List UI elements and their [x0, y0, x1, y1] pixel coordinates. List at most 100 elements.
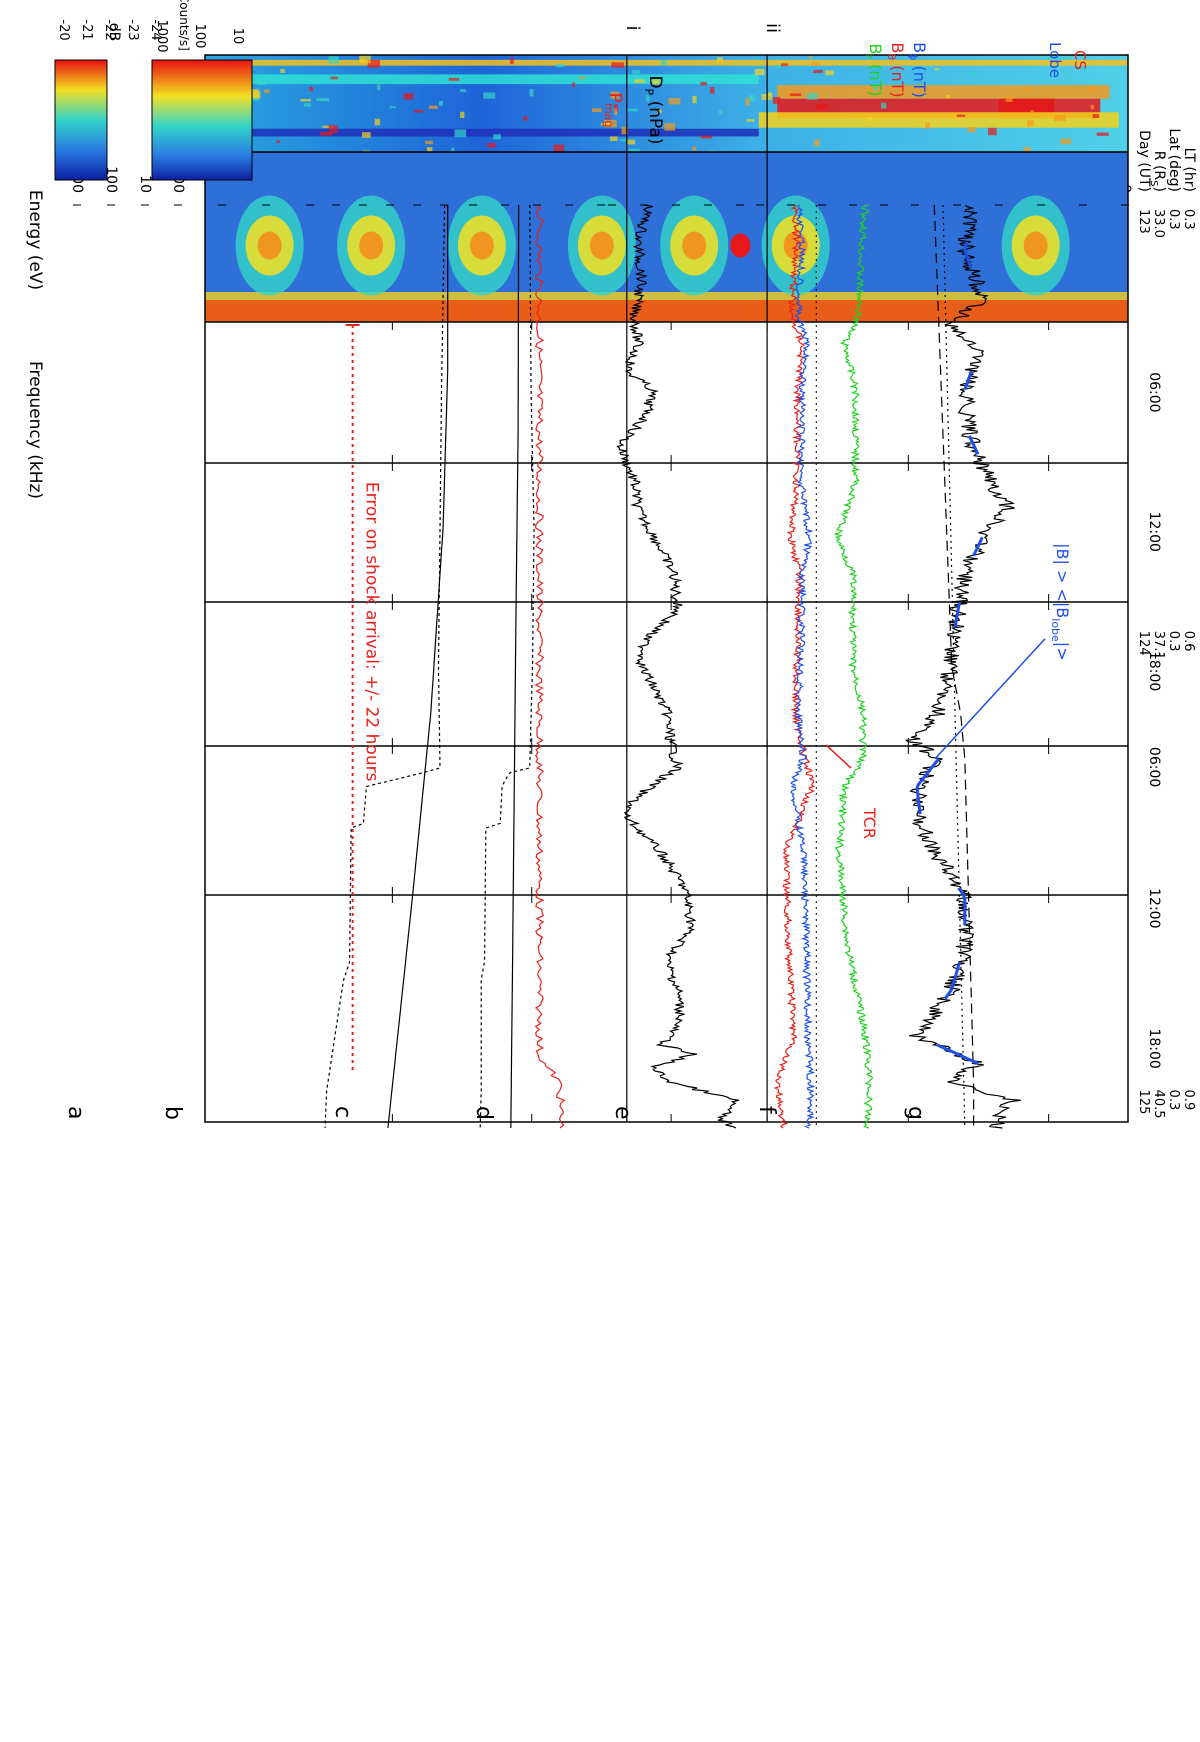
panel-f-legend-unit: (nT): [910, 60, 929, 97]
event-label-ii: ii: [762, 23, 783, 33]
panel-a-speckle: [660, 60, 667, 65]
panel-f-legend-2: Bϕ (nT): [907, 42, 929, 98]
panel-a-speckle: [646, 95, 650, 102]
panel-d-dp-dotted: [479, 204, 535, 1129]
panel-g-lobe-segment: [972, 536, 984, 557]
colorbar-db-tick: -21: [79, 19, 94, 40]
panel-a-speckle: [361, 132, 371, 138]
panel-d-legend-pmag-main: P: [605, 93, 625, 103]
time-header-close: ): [1151, 187, 1167, 192]
time-row-value: 125: [1136, 1090, 1151, 1115]
panel-g-threshold-main: |B| > <|B: [1053, 543, 1072, 618]
panel-d-legend-pmag-sub: mag: [602, 103, 615, 128]
time-row-value: 123: [1136, 209, 1151, 234]
panel-b-low-energy-band: [205, 300, 1128, 322]
panel-f-tcr-label: TCR: [860, 807, 879, 839]
panel-f-legend-main: B: [866, 44, 885, 55]
panel-a-speckle: [1024, 88, 1031, 92]
panel-a-speckle: [692, 95, 697, 104]
panel-d-dp-solid: [510, 205, 520, 1129]
panel-d-legend-dp: DP (nPa): [642, 75, 665, 144]
panel-a-band: [205, 74, 759, 85]
panel-a-speckle: [1090, 104, 1094, 110]
time-tick-label: 06:00: [1146, 747, 1162, 787]
panel-g-threshold-end: |>: [1053, 642, 1072, 661]
panel-ab-ylabel-energy: Energy (eV): [25, 190, 45, 290]
panel-letter-e: e: [610, 1106, 635, 1120]
panel-f-legend-unit: (nT): [888, 60, 907, 97]
time-tick-label: 18:00: [1146, 651, 1162, 691]
panel-a-speckle: [1027, 120, 1034, 127]
panel-a-speckle: [553, 144, 565, 153]
time-header-main: LT (hr): [1181, 148, 1197, 192]
panel-g-lobe-threshold: [933, 204, 975, 1128]
time-axis: 06:00 12:00 18:00 06:00 12:00 18:00 Day (UT) R …: [1136, 128, 1197, 1118]
time-header-0: Day (UT): [1136, 130, 1152, 192]
panel-b-low-energy-band: [205, 292, 1128, 300]
panel-a-speckle: [316, 98, 330, 102]
panel-a-speckle: [626, 108, 639, 112]
colorbar-db-tick: -24: [148, 19, 163, 40]
panel-a-speckle: [816, 103, 829, 110]
panel-a-speckle: [813, 69, 823, 73]
panel-a-speckle: [754, 68, 765, 76]
colorbar-db-tick: -22: [102, 19, 117, 40]
colorbar-counts: [151, 59, 253, 181]
event-label-i: i: [622, 25, 643, 30]
panel-a-speckle: [264, 89, 270, 94]
time-header-1: R (RS): [1148, 151, 1167, 192]
panel-a-speckle: [768, 92, 773, 96]
panel-b-blob: [682, 231, 707, 260]
panel-a-speckle: [664, 123, 676, 131]
panel-d-legend-dp-main: D: [645, 75, 665, 88]
panel-d-legend-dp-tail: (nPa): [645, 95, 665, 144]
panel-a-speckle: [280, 68, 285, 73]
panel-a-speckle: [1030, 110, 1035, 114]
panel-a-speckle: [634, 79, 645, 83]
panel-a-speckle: [591, 108, 602, 113]
panel-a-speckle: [359, 55, 371, 64]
time-tick-label: 18:00: [1146, 1028, 1162, 1068]
panel-g-lobe-segment: [957, 887, 967, 925]
time-header-sub: S: [1148, 180, 1159, 186]
panel-f-series-2: [790, 204, 816, 1129]
colorbar-db-tick: -20: [56, 19, 71, 40]
panel-a-speckle: [692, 146, 697, 151]
panel-a-speckle: [429, 105, 438, 109]
panel-a-speckle: [709, 87, 715, 94]
panel-a-speckle: [632, 70, 640, 75]
panel-d-legend-dp-sub: P: [642, 89, 655, 96]
time-header-main: Day (UT): [1136, 130, 1152, 192]
panel-g-bmag: [904, 204, 1021, 1129]
panel-g-lobe-segment: [915, 757, 940, 815]
panel-a-speckle: [322, 125, 334, 128]
panel-a-speckle: [374, 118, 381, 126]
time-header-2: Lat (deg): [1166, 128, 1182, 192]
panel-a-speckle: [578, 76, 586, 79]
time-row-value: 0.3: [1166, 631, 1181, 652]
panel-a-speckle: [529, 88, 534, 97]
panel-a-speckle: [956, 114, 966, 117]
panel-a-speckle: [825, 70, 834, 76]
panel-a-speckle: [626, 139, 636, 145]
panel-a-speckle: [1060, 138, 1071, 145]
panel-a-speckle: [611, 62, 625, 68]
panel-f-series-0: [833, 204, 873, 1129]
panel-a-speckle: [668, 98, 681, 105]
panel-a-speckle: [493, 134, 501, 140]
time-row-value: 40.5: [1151, 1090, 1166, 1119]
panel-f-legend-0: Br (nT): [863, 44, 885, 97]
panel-g-lobe-segment: [953, 601, 962, 628]
time-row-value: 0.3: [1181, 209, 1196, 230]
time-header-main: Lat (deg): [1166, 128, 1182, 192]
colorbars: dB -20 -21 -22 -23 -24 [Counts/s] 1000 100 10 Pmag…: [54, 0, 1089, 181]
panel-a-speckle: [945, 94, 950, 99]
panel-c-velocity-line: [387, 205, 449, 1129]
panel-a-speckle: [276, 140, 281, 143]
panel-a-speckle: [874, 86, 878, 92]
panel-f-legend-1: Bθ (nT): [885, 42, 907, 97]
panel-a-speckle: [610, 91, 620, 100]
panel-g-threshold-sub: lobe: [1049, 618, 1062, 642]
panel-b-blob: [359, 231, 384, 260]
